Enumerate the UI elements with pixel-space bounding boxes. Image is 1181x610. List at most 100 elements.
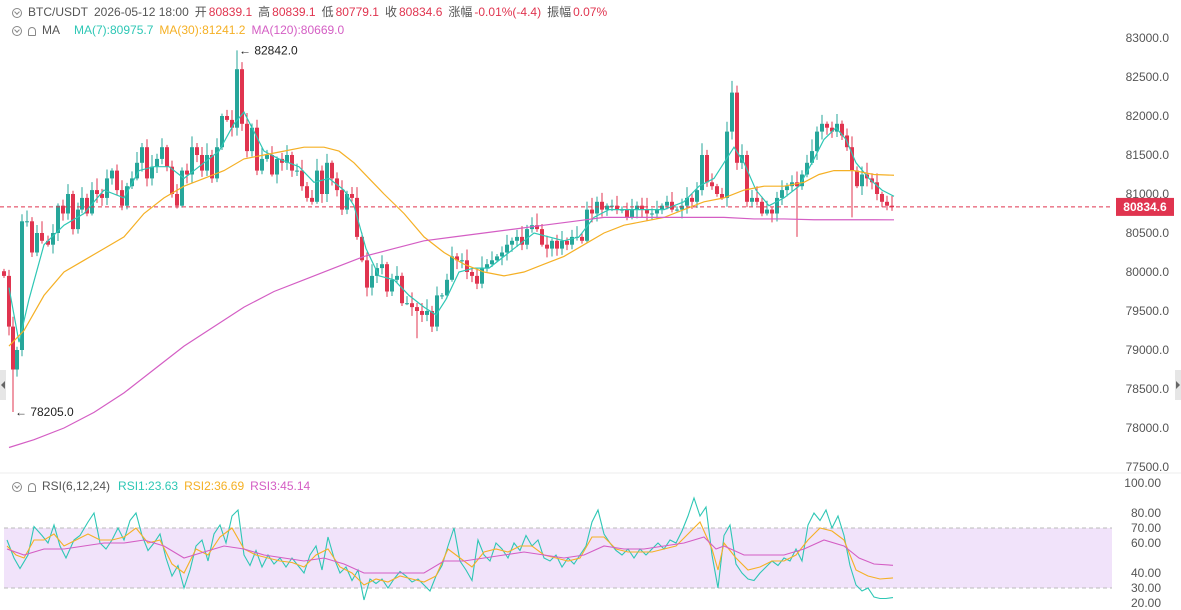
candle-body	[345, 194, 349, 210]
candle-body	[760, 201, 764, 214]
candle-body	[655, 209, 659, 214]
candle-body	[665, 201, 669, 206]
candle-body	[320, 170, 324, 194]
candle-body	[455, 256, 459, 261]
candle-body	[705, 155, 709, 183]
rsi-tick-label: 60.00	[1131, 536, 1161, 550]
candle-body	[285, 155, 289, 163]
candle-body	[460, 260, 464, 262]
ma-label[interactable]: MA	[42, 23, 60, 37]
candle-body	[145, 147, 149, 179]
rsi-tick-label: 80.00	[1131, 506, 1161, 520]
collapse-icon[interactable]	[12, 8, 22, 18]
candle-body	[270, 155, 274, 175]
candle-body	[490, 260, 494, 265]
candle-body	[150, 166, 154, 179]
candle-body	[725, 131, 729, 198]
candle-body	[875, 182, 879, 194]
candle-body	[880, 194, 884, 202]
candle-body	[205, 155, 209, 171]
candle-body	[590, 209, 594, 214]
candle-body	[465, 260, 469, 272]
candle-body	[715, 186, 719, 194]
candle-body	[250, 127, 254, 152]
candle-body	[565, 240, 569, 245]
candle-body	[330, 162, 334, 179]
ma-collapse-icon[interactable]	[12, 26, 22, 36]
scroll-right-handle[interactable]	[1175, 370, 1181, 400]
candle-body	[210, 155, 214, 179]
candle-body	[30, 221, 34, 253]
candle-body	[815, 131, 819, 152]
candle-body	[25, 221, 29, 223]
low-label: 低	[321, 5, 334, 19]
candle-body	[425, 311, 429, 315]
rsi-alert-bell-icon[interactable]	[28, 483, 36, 492]
candle-body	[215, 147, 219, 179]
alert-bell-icon[interactable]	[28, 27, 36, 36]
candle-body	[525, 229, 529, 245]
candle-body	[505, 244, 509, 253]
price-tick-label: 78500.0	[1126, 382, 1170, 396]
candle-body	[830, 127, 834, 132]
candle-body	[61, 205, 65, 214]
candle-body	[380, 264, 384, 269]
candle-body	[640, 205, 644, 210]
candle-body	[770, 209, 774, 214]
scroll-left-handle[interactable]	[0, 370, 6, 400]
candle-body	[255, 127, 259, 171]
candle-body	[580, 236, 584, 241]
ma120-line	[8, 216, 895, 449]
candle-body	[480, 268, 484, 284]
candle-body	[820, 123, 824, 132]
candle-body	[470, 272, 474, 276]
last-price-tag	[1116, 197, 1174, 216]
rsi1-line	[6, 496, 894, 601]
rsi3-value: RSI3:45.14	[250, 479, 311, 493]
candle-body	[275, 158, 279, 175]
amplitude-value: 0.07%	[573, 5, 608, 19]
candle-body	[315, 170, 319, 202]
rsi-collapse-icon[interactable]	[12, 482, 22, 492]
candle-body	[855, 170, 859, 187]
price-tick-label: 81000.0	[1126, 187, 1170, 201]
candle-body	[160, 147, 164, 159]
ma7-value: MA(7):80975.7	[74, 23, 154, 37]
candle-body	[685, 197, 689, 206]
candle-body	[235, 69, 239, 128]
candle-body	[540, 229, 544, 245]
ohlc-header: BTC/USDT 2026-05-12 18:00 开 80839.1 高 80839.1…	[12, 4, 613, 20]
candle-body	[825, 123, 829, 128]
high-annotation: ← 82842.0	[239, 43, 298, 57]
candle-body	[15, 350, 19, 370]
rsi-legend: RSI(6,12,24) RSI1:23.63 RSI2:36.69 RSI3:45.…	[12, 478, 316, 494]
candle-body	[370, 275, 374, 288]
price-tick-label: 81500.0	[1126, 148, 1170, 162]
candle-body	[40, 233, 44, 241]
candle-body	[805, 162, 809, 175]
rsi-label[interactable]: RSI(6,12,24)	[42, 479, 111, 493]
rsi-tick-label: 20.00	[1131, 596, 1161, 610]
ma7-line	[8, 111, 895, 343]
candle-body	[650, 213, 654, 215]
candle-body	[550, 240, 554, 249]
price-tick-label: 82000.0	[1126, 109, 1170, 123]
candle-body	[100, 194, 104, 198]
candle-body	[695, 190, 699, 202]
candle-body	[175, 194, 179, 206]
candle-body	[295, 170, 299, 172]
candle-body	[600, 201, 604, 210]
candle-body	[110, 170, 114, 179]
amplitude-label: 振幅	[547, 5, 572, 19]
candle-body	[66, 194, 70, 214]
candle-body	[690, 197, 694, 202]
candle-body	[260, 158, 264, 171]
ma120-value: MA(120):80669.0	[251, 23, 345, 37]
candle-body	[310, 197, 314, 202]
candle-body	[545, 244, 549, 249]
candle-body	[495, 256, 499, 261]
candle-body	[200, 155, 204, 171]
candle-body	[395, 275, 399, 280]
candle-body	[475, 275, 479, 284]
